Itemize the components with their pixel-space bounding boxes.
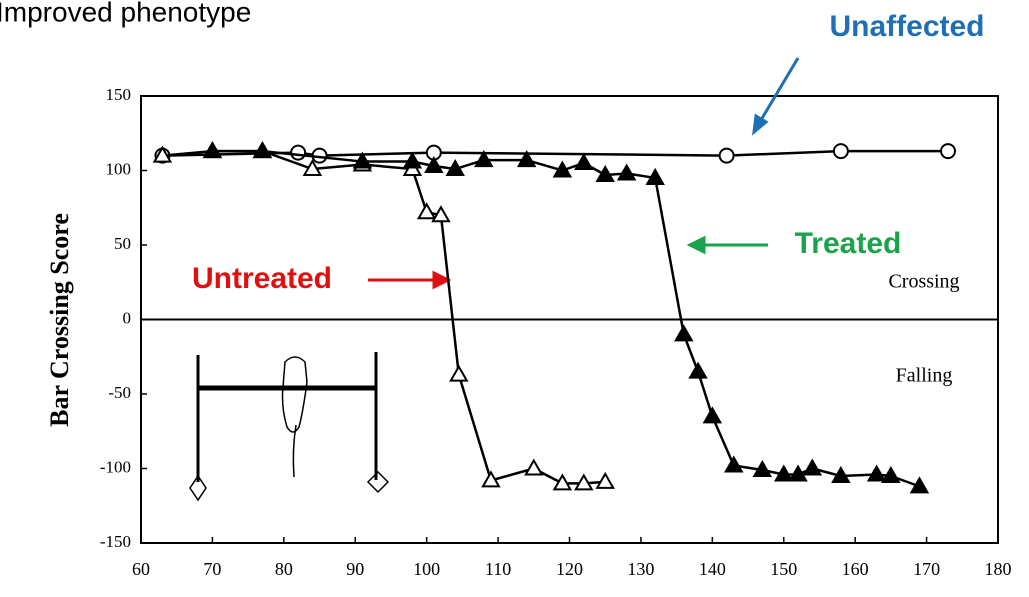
marker <box>940 143 957 160</box>
marker <box>424 156 444 174</box>
arrows <box>368 57 800 290</box>
x-tick-label: 150 <box>770 559 797 579</box>
marker <box>474 150 494 168</box>
marker <box>724 455 744 473</box>
marker <box>866 464 887 482</box>
marker <box>674 324 694 342</box>
x-tick-label: 70 <box>203 559 221 579</box>
marker <box>574 473 594 491</box>
x-tick-label: 60 <box>132 559 150 579</box>
x-tick-label: 90 <box>346 559 364 579</box>
marker <box>402 151 423 169</box>
y-tick-label: 150 <box>106 85 132 104</box>
x-tick-label: 100 <box>413 559 440 579</box>
marker <box>616 163 637 181</box>
marker <box>524 458 544 476</box>
marker <box>449 364 469 382</box>
inset-drawing <box>189 352 390 502</box>
marker <box>832 143 849 160</box>
marker <box>774 464 794 482</box>
annotation: Crossing <box>888 271 959 293</box>
y-tick-label: -150 <box>100 532 131 551</box>
marker <box>881 465 901 483</box>
marker <box>909 476 930 494</box>
annotation: Treated <box>795 227 902 260</box>
marker <box>574 153 594 171</box>
x-tick-label: 140 <box>699 559 726 579</box>
marker <box>788 464 808 482</box>
annotation: Unaffected <box>829 10 984 43</box>
marker <box>802 458 823 476</box>
chart-title: Improved phenotype <box>0 0 251 27</box>
series-line <box>162 149 606 485</box>
marker <box>202 141 223 159</box>
y-tick-label: -50 <box>108 383 131 402</box>
annotation: Falling <box>896 365 953 387</box>
marker <box>595 164 615 182</box>
x-tick-label: 130 <box>627 559 654 579</box>
marker <box>831 465 851 483</box>
marker <box>718 147 735 164</box>
marker <box>595 471 615 489</box>
annotation: Untreated <box>192 262 332 295</box>
marker <box>552 160 573 178</box>
x-tick-label: 80 <box>275 559 293 579</box>
marker <box>445 158 465 177</box>
x-tick-label: 170 <box>913 559 940 579</box>
marker <box>416 202 437 220</box>
x-tick-label: 110 <box>485 559 511 579</box>
x-tick-label: 120 <box>556 559 583 579</box>
marker <box>516 150 537 168</box>
y-tick-label: 50 <box>114 234 131 253</box>
marker <box>302 158 323 177</box>
y-tick-label: 0 <box>123 308 132 327</box>
y-axis-label: Bar Crossing Score <box>45 213 74 427</box>
marker <box>688 361 708 379</box>
y-tick-label: -100 <box>100 457 131 476</box>
marker <box>752 459 773 477</box>
marker <box>431 205 451 223</box>
x-tick-label: 180 <box>985 559 1012 579</box>
marker <box>290 144 307 161</box>
marker <box>152 145 173 163</box>
x-tick-label: 160 <box>842 559 869 579</box>
y-tick-label: 100 <box>106 159 132 178</box>
marker <box>702 406 723 424</box>
marker <box>252 141 273 159</box>
marker <box>645 167 665 185</box>
marker <box>552 473 573 491</box>
marker <box>481 470 501 488</box>
marker <box>352 151 373 169</box>
